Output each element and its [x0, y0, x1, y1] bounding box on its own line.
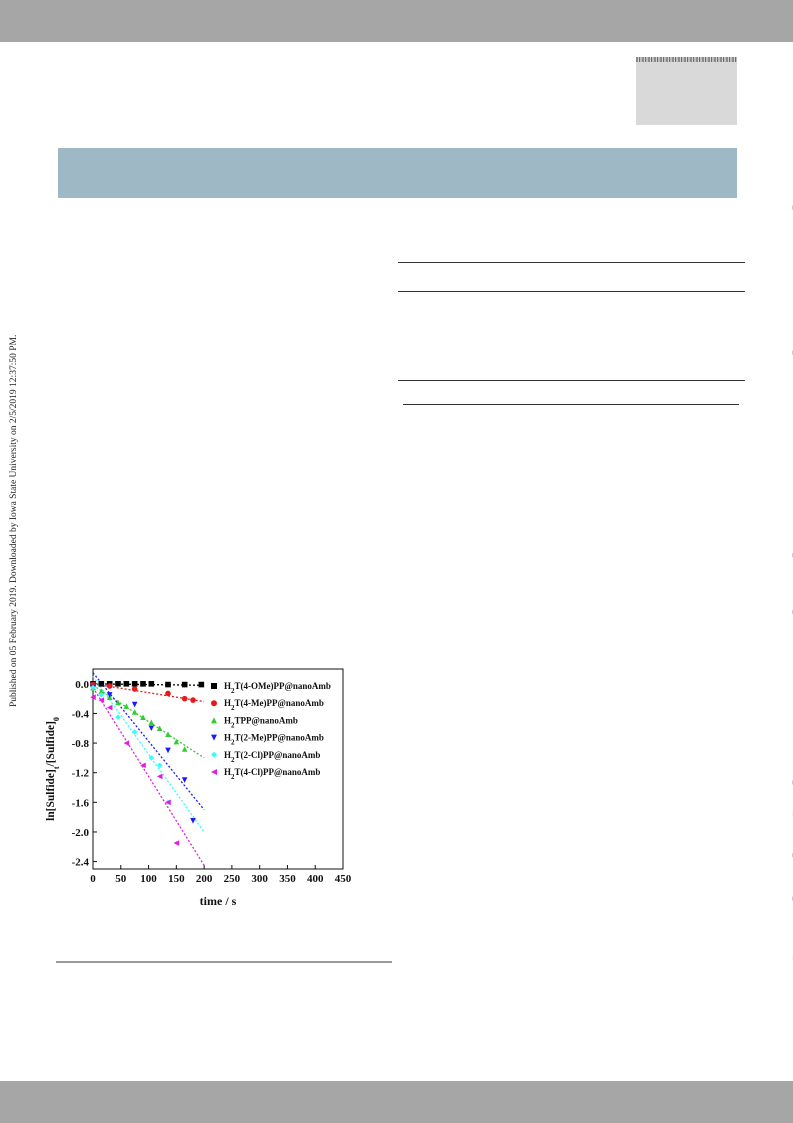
data-point	[181, 777, 188, 783]
data-point	[123, 681, 130, 687]
x-tick-label: 400	[307, 873, 324, 885]
legend-marker	[211, 683, 217, 689]
x-tick-label: 100	[140, 873, 157, 885]
table-rule-footnote	[403, 404, 739, 405]
data-point	[173, 738, 180, 745]
fit-line	[92, 687, 205, 866]
y-tick-label: -2.4	[72, 857, 90, 869]
data-point	[173, 840, 180, 846]
data-point	[198, 681, 205, 688]
journal-logo-placeholder	[636, 57, 737, 125]
figure-caption-rule	[56, 961, 392, 963]
data-point	[131, 709, 138, 715]
data-point	[140, 762, 146, 769]
legend-label: H2T(2-Me)PP@nanoAmb	[224, 733, 324, 747]
data-point	[140, 681, 146, 687]
data-point	[123, 703, 130, 709]
data-point	[148, 755, 155, 761]
data-point	[90, 694, 96, 700]
x-tick-label: 350	[279, 873, 296, 885]
data-point	[165, 690, 171, 697]
fit-line	[92, 672, 205, 811]
x-tick-label: 150	[168, 873, 185, 885]
x-tick-label: 250	[224, 873, 241, 885]
legend-marker	[211, 751, 217, 758]
data-point	[115, 714, 121, 720]
data-point	[156, 762, 163, 769]
axis-ticks: 0 50 100 150 200 250 300 350 400 450 0.0 -0.4 -0.8 -1…	[72, 679, 352, 885]
data-point	[181, 681, 188, 688]
data-point	[165, 799, 171, 806]
data-point	[190, 818, 196, 824]
legend-marker	[211, 769, 217, 775]
legend-marker	[211, 717, 217, 724]
bottom-gray-bar	[0, 1081, 793, 1123]
data-point	[98, 688, 105, 695]
x-tick-label: 200	[196, 873, 213, 885]
legend-marker	[211, 734, 217, 741]
data-point	[148, 725, 155, 732]
data-point	[98, 697, 105, 703]
kinetics-chart: 0 50 100 150 200 250 300 350 400 450 0.0 -0.4 -0.8 -1…	[45, 668, 352, 908]
data-point	[98, 681, 105, 687]
data-points	[90, 681, 205, 846]
data-point	[106, 683, 113, 689]
data-point	[148, 681, 155, 687]
x-tick-label: 450	[335, 873, 352, 885]
data-point	[165, 747, 171, 754]
data-point	[181, 746, 188, 752]
table-rule-bottom	[398, 380, 745, 381]
x-tick-label: 0	[90, 873, 96, 885]
y-tick-label: -2.0	[72, 827, 90, 839]
legend-label: H2T(4-Cl)PP@nanoAmb	[224, 767, 320, 781]
data-point	[106, 704, 113, 711]
legend-label: H2TPP@nanoAmb	[224, 715, 298, 729]
data-point	[165, 681, 171, 688]
data-point	[90, 684, 96, 691]
data-point	[98, 692, 105, 698]
y-axis-label: ln[Sulfide]t/[Sulfide]0	[45, 717, 61, 821]
x-tick-label: 300	[251, 873, 268, 885]
x-tick-label: 50	[115, 873, 127, 885]
data-point	[131, 681, 138, 687]
top-gray-bar	[0, 0, 793, 42]
legend-label: H2T(2-Cl)PP@nanoAmb	[224, 750, 320, 764]
logo-texture	[636, 57, 737, 62]
chart-legend: H2T(4-OMe)PP@nanoAmb H2T(4-Me)PP@nanoAmb H…	[211, 681, 331, 781]
data-point	[165, 731, 171, 737]
accepted-manuscript-watermark: Catalysis Science & Technology Accepted …	[787, 173, 793, 970]
data-point	[131, 701, 138, 708]
data-point	[140, 714, 146, 720]
y-tick-label: -0.4	[72, 708, 90, 720]
data-point	[131, 686, 138, 692]
data-point	[181, 695, 188, 702]
data-point	[115, 681, 121, 687]
plot-frame	[92, 668, 344, 870]
legend-label: H2T(4-Me)PP@nanoAmb	[224, 698, 324, 712]
table-rule-header	[398, 291, 745, 292]
y-tick-label: -1.6	[72, 797, 90, 809]
x-axis-label: time / s	[200, 894, 237, 908]
data-point	[106, 692, 113, 698]
y-tick-label: -1.2	[72, 768, 90, 780]
fit-lines	[92, 672, 205, 866]
table-rule-top	[398, 262, 745, 263]
y-tick-label: -0.8	[72, 738, 90, 750]
legend-marker	[211, 700, 217, 707]
legend-label: H2T(4-OMe)PP@nanoAmb	[224, 681, 331, 695]
data-point	[115, 699, 121, 706]
data-point	[131, 729, 138, 735]
data-point	[156, 725, 163, 732]
article-header-band	[58, 148, 737, 198]
y-tick-label: 0.0	[75, 679, 89, 691]
data-point	[190, 697, 196, 703]
data-point	[148, 719, 155, 726]
data-point	[156, 773, 163, 780]
data-point	[123, 740, 130, 746]
published-sidebar-text: Published on 05 February 2019. Downloade…	[9, 334, 19, 707]
